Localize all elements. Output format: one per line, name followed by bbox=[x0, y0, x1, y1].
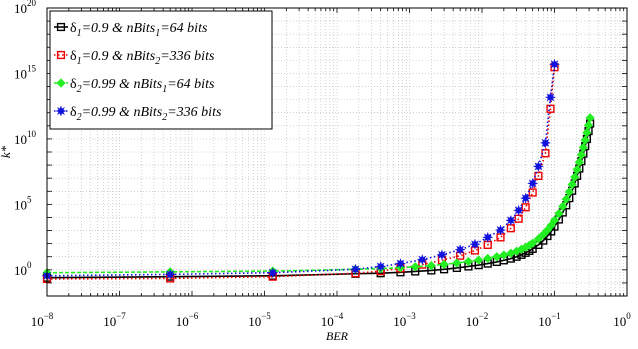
legend-box bbox=[49, 10, 273, 130]
y-axis-label: k* bbox=[0, 145, 13, 158]
axis-ticks: 10−8 10−7 10−6 10−5 10−4 10−3 10−2 10−1 100 100 10… bbox=[14, 0, 631, 329]
x-axis-label: BER bbox=[326, 329, 349, 343]
data-point bbox=[546, 104, 555, 113]
y-tick-label: 105 bbox=[14, 194, 32, 212]
data-point bbox=[561, 194, 571, 204]
x-tick-label: 10−3 bbox=[393, 311, 416, 329]
data-point bbox=[533, 234, 544, 244]
data-point bbox=[482, 231, 494, 244]
legend-label: δ1=0.9 & nBits2=336 bits bbox=[70, 49, 215, 67]
legend-label: δ2=0.99 & nBits1=64 bits bbox=[70, 77, 215, 95]
data-point bbox=[452, 258, 462, 268]
data-point bbox=[463, 256, 474, 267]
data-point bbox=[580, 135, 590, 145]
data-point bbox=[564, 187, 574, 197]
legend-item: δ2=0.99 & nBits2=336 bits bbox=[54, 105, 222, 123]
data-point bbox=[494, 224, 507, 236]
data-point bbox=[512, 204, 525, 216]
data-point bbox=[267, 267, 279, 279]
data-point bbox=[410, 262, 420, 272]
x-tick-label: 10−7 bbox=[103, 311, 126, 329]
data-point bbox=[539, 137, 552, 149]
data-point bbox=[521, 203, 530, 212]
data-point bbox=[394, 257, 407, 270]
data-point bbox=[567, 179, 577, 190]
data-point bbox=[454, 243, 466, 256]
data-point bbox=[436, 249, 448, 261]
data-point bbox=[469, 238, 481, 250]
series-3 bbox=[42, 113, 595, 278]
data-point bbox=[585, 113, 595, 123]
data-point bbox=[528, 238, 538, 248]
data-point bbox=[583, 120, 594, 130]
data-point bbox=[578, 142, 588, 153]
y-tick-label: 100 bbox=[14, 260, 32, 278]
legend-item: δ1=0.9 & nBits2=336 bits bbox=[54, 49, 215, 67]
legend-marker bbox=[56, 78, 66, 88]
data-point bbox=[474, 255, 484, 265]
data-point bbox=[548, 58, 561, 70]
data-point bbox=[574, 157, 584, 167]
x-tick-label: 10−5 bbox=[248, 311, 271, 329]
series-group bbox=[41, 58, 595, 284]
series-4 bbox=[41, 58, 561, 282]
data-point bbox=[528, 188, 537, 197]
legend-marker bbox=[56, 50, 66, 60]
x-tick-label: 10−8 bbox=[31, 311, 54, 329]
data-point bbox=[576, 150, 587, 160]
x-tick-label: 10−2 bbox=[466, 311, 489, 329]
data-point bbox=[375, 260, 387, 273]
data-point bbox=[505, 214, 517, 226]
data-point bbox=[527, 177, 539, 190]
y-tick-label: 1010 bbox=[14, 129, 37, 147]
data-point bbox=[349, 263, 362, 275]
data-point bbox=[532, 160, 545, 172]
data-point bbox=[554, 208, 564, 219]
y-tick-label: 1015 bbox=[14, 63, 37, 81]
x-tick-label: 10−6 bbox=[176, 311, 199, 329]
y-tick-label: 1020 bbox=[14, 0, 37, 16]
data-point bbox=[520, 192, 532, 204]
x-tick-label: 10−4 bbox=[321, 311, 344, 329]
data-point bbox=[439, 259, 449, 270]
data-point bbox=[416, 253, 428, 266]
data-point bbox=[582, 128, 592, 138]
legend-label: δ2=0.99 & nBits2=336 bits bbox=[70, 105, 222, 123]
data-point bbox=[572, 165, 582, 175]
data-point bbox=[483, 253, 493, 263]
data-point bbox=[570, 172, 580, 182]
data-point bbox=[426, 260, 436, 271]
legend-marker bbox=[56, 22, 66, 32]
series-line bbox=[46, 67, 556, 280]
legend-marker bbox=[55, 105, 67, 117]
legend-item: δ2=0.99 & nBits1=64 bits bbox=[54, 77, 215, 95]
data-point bbox=[544, 91, 557, 103]
legend-label: δ1=0.9 & nBits1=64 bits bbox=[70, 21, 208, 39]
series-line bbox=[46, 117, 591, 274]
data-point bbox=[558, 201, 568, 212]
data-point bbox=[164, 268, 176, 280]
data-point bbox=[549, 215, 560, 225]
legend-item: δ1=0.9 & nBits1=64 bits bbox=[54, 21, 208, 39]
x-tick-label: 10−1 bbox=[538, 311, 561, 329]
x-tick-label: 100 bbox=[613, 311, 631, 329]
legend: δ1=0.9 & nBits1=64 bits δ1=0.9 & nBits2=3… bbox=[49, 10, 273, 130]
